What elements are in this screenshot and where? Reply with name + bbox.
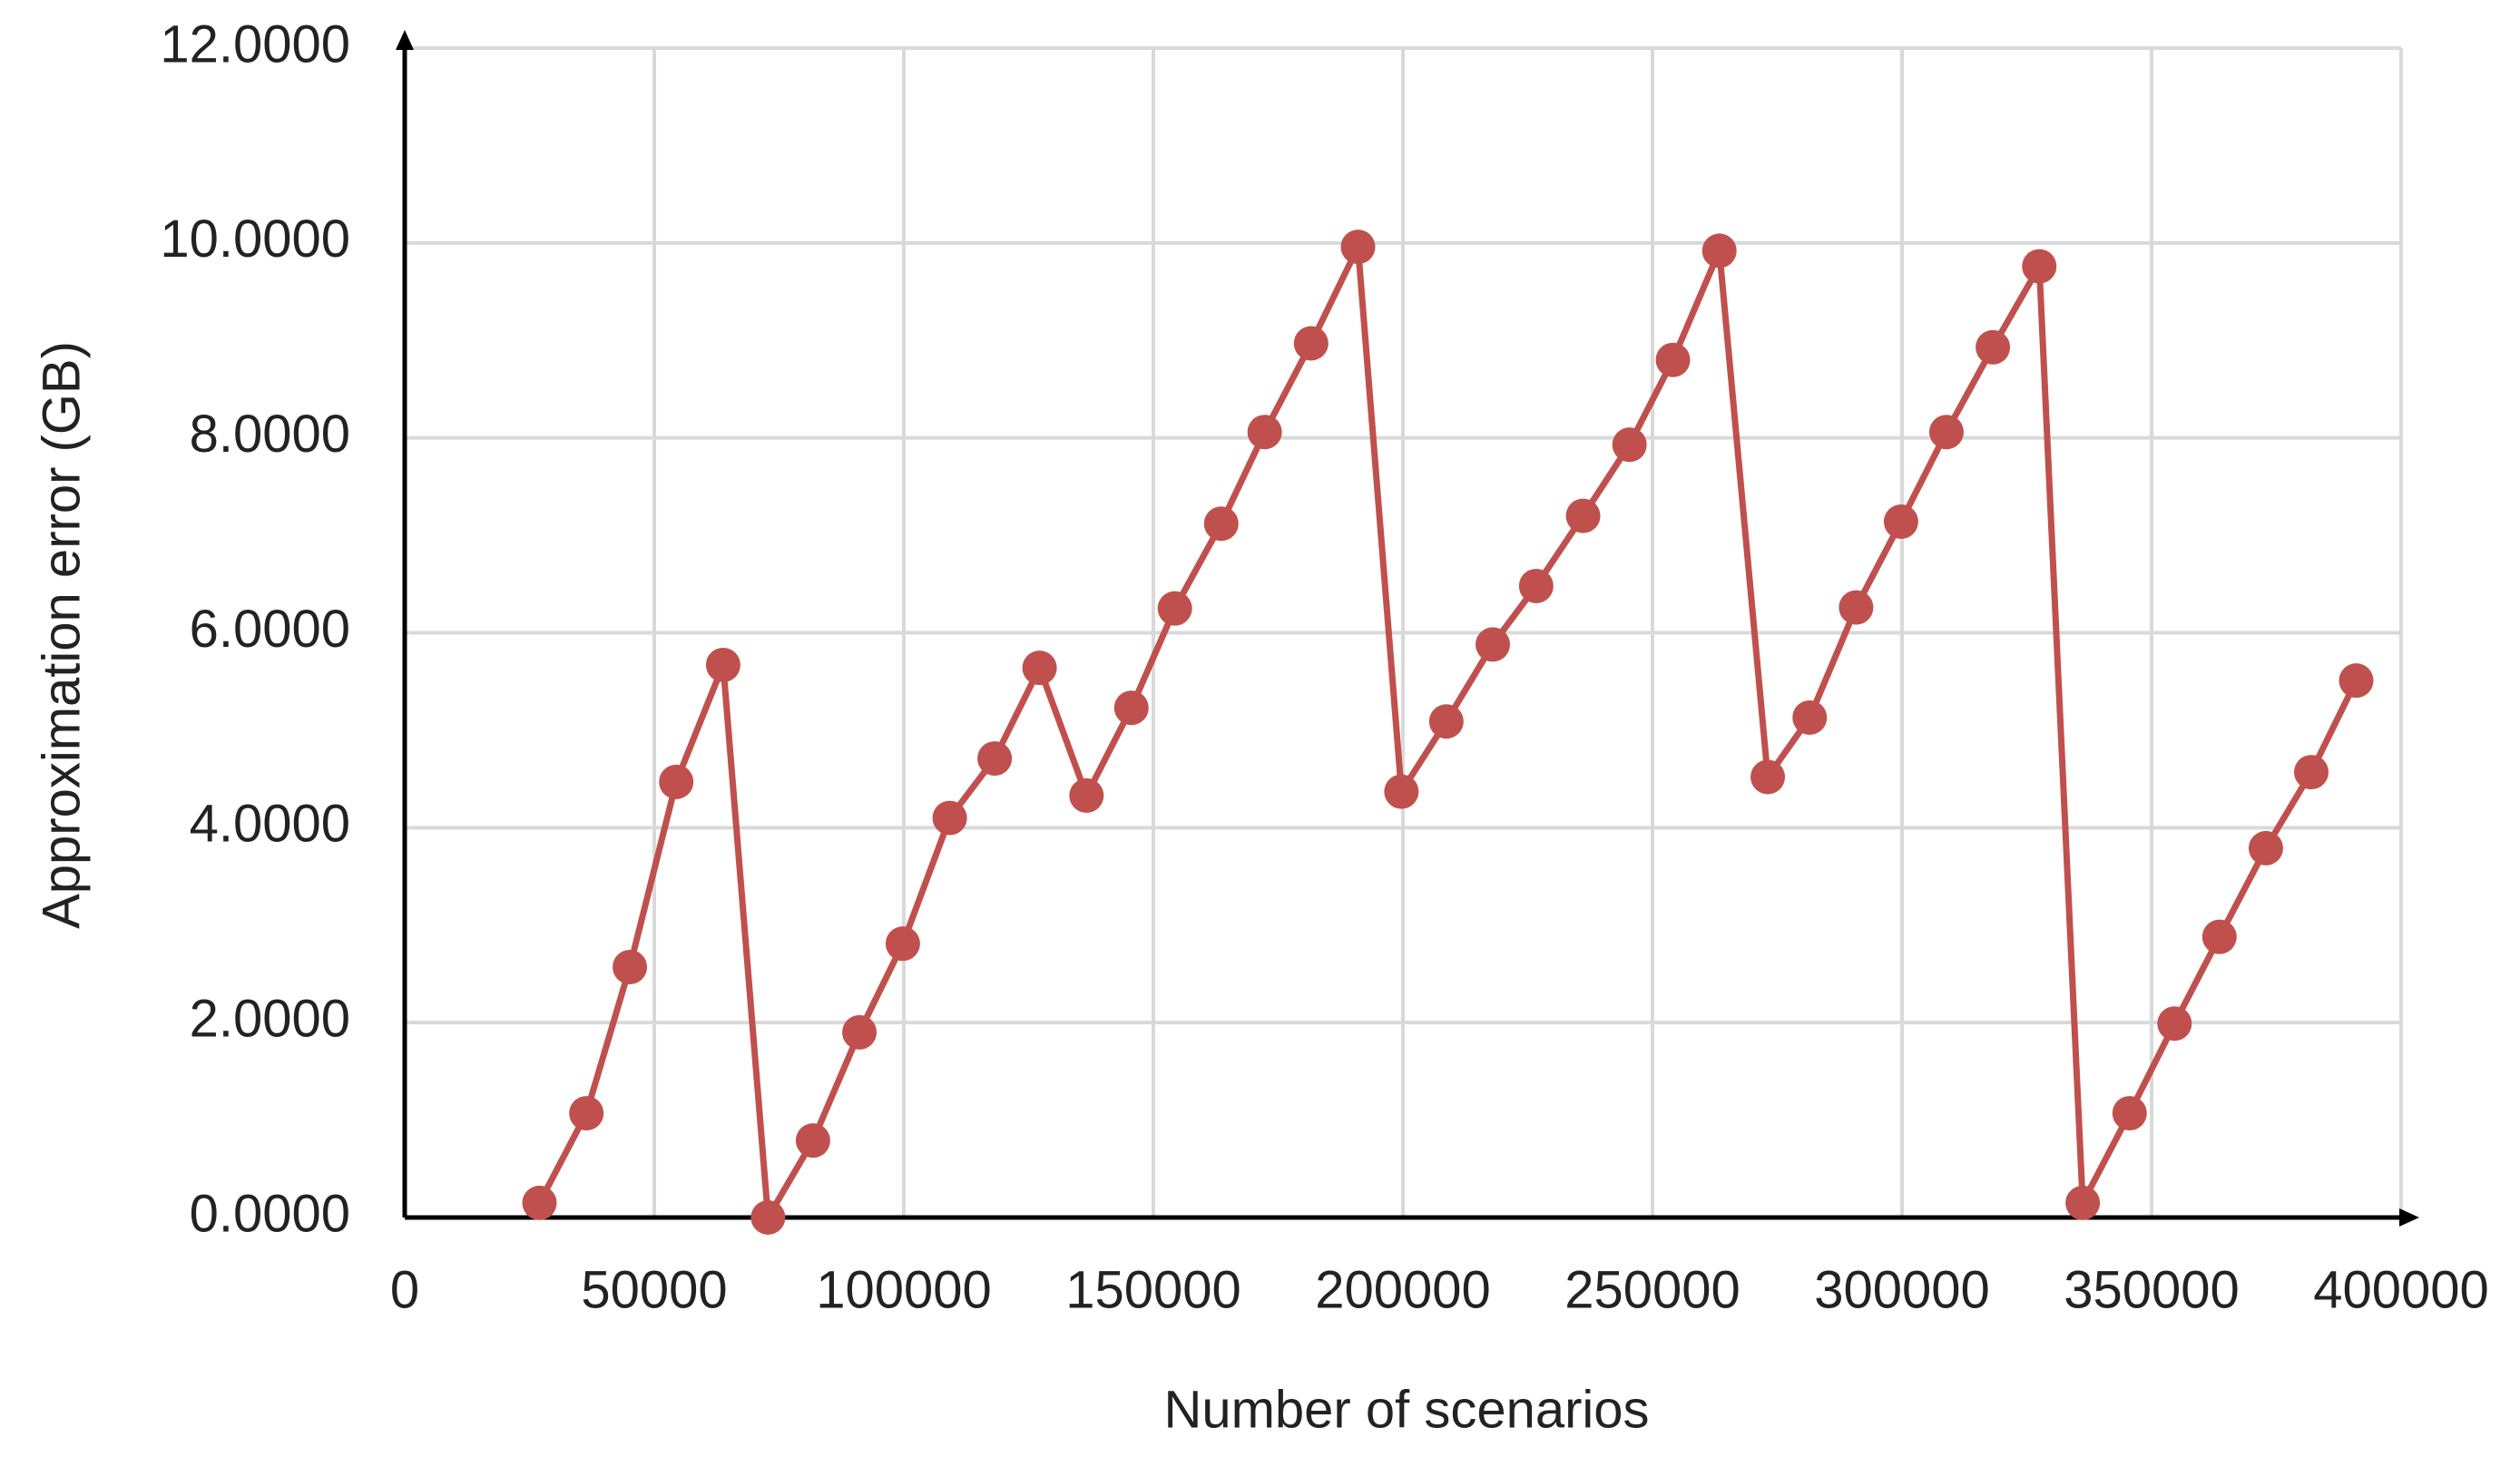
data-point [613, 949, 648, 984]
data-point [2112, 1096, 2147, 1131]
data-point [750, 1200, 786, 1235]
data-point [977, 741, 1013, 777]
x-tick-label: 0 [390, 1260, 419, 1319]
data-point [2248, 830, 2283, 865]
data-point [1839, 590, 1874, 625]
x-tick-label: 100000 [816, 1260, 992, 1319]
y-tick-label: 6.0000 [190, 600, 350, 659]
x-tick-label: 150000 [1065, 1260, 1241, 1319]
x-axis-arrow [2399, 1208, 2419, 1227]
x-tick-label: 400000 [2313, 1260, 2489, 1319]
data-point [1655, 342, 1691, 377]
x-tick-label: 350000 [2064, 1260, 2240, 1319]
y-tick-label: 2.0000 [190, 989, 350, 1048]
data-point [1203, 506, 1239, 542]
data-point [2157, 1006, 2192, 1041]
data-point [1976, 329, 2011, 365]
data-point [2294, 755, 2329, 790]
data-point [1247, 415, 1282, 450]
data-point [569, 1096, 604, 1131]
data-point [659, 764, 694, 799]
data-point [522, 1185, 557, 1220]
x-axis-title: Number of scenarios [1163, 1380, 1649, 1439]
data-point [2022, 249, 2057, 284]
data-point [1750, 759, 1786, 795]
data-point [1883, 504, 1918, 540]
data-point [1518, 568, 1554, 603]
data-point [2201, 919, 2237, 954]
data-point [885, 926, 920, 962]
data-point [1428, 704, 1464, 739]
y-tick-label: 4.0000 [190, 795, 350, 854]
data-point [932, 800, 967, 836]
data-point [1476, 627, 1510, 662]
y-tick-label: 8.0000 [190, 405, 350, 464]
data-point [1612, 427, 1647, 463]
data-point [2065, 1185, 2101, 1220]
x-tick-label: 200000 [1315, 1260, 1491, 1319]
x-tick-label: 250000 [1564, 1260, 1740, 1319]
data-point [1113, 690, 1149, 726]
data-point [2339, 663, 2374, 699]
data-point [1384, 774, 1419, 809]
data-point [1792, 699, 1828, 735]
y-axis-title: Approximation error (GB) [32, 341, 91, 929]
data-point [1565, 498, 1601, 533]
data-point [1293, 326, 1329, 361]
data-point [705, 647, 740, 682]
y-tick-label: 10.0000 [160, 210, 350, 269]
y-tick-label: 0.0000 [190, 1184, 350, 1243]
data-point [795, 1123, 830, 1159]
data-point [1928, 415, 1964, 450]
data-point [1022, 650, 1057, 686]
x-tick-label: 50000 [581, 1260, 727, 1319]
data-point [1157, 591, 1192, 626]
y-tick-label: 12.0000 [160, 15, 350, 73]
data-point [842, 1014, 878, 1050]
data-point [1340, 230, 1376, 265]
data-point [1701, 233, 1737, 269]
x-tick-label: 300000 [1814, 1260, 1990, 1319]
y-axis-arrow [396, 30, 414, 50]
data-point [1069, 777, 1104, 813]
